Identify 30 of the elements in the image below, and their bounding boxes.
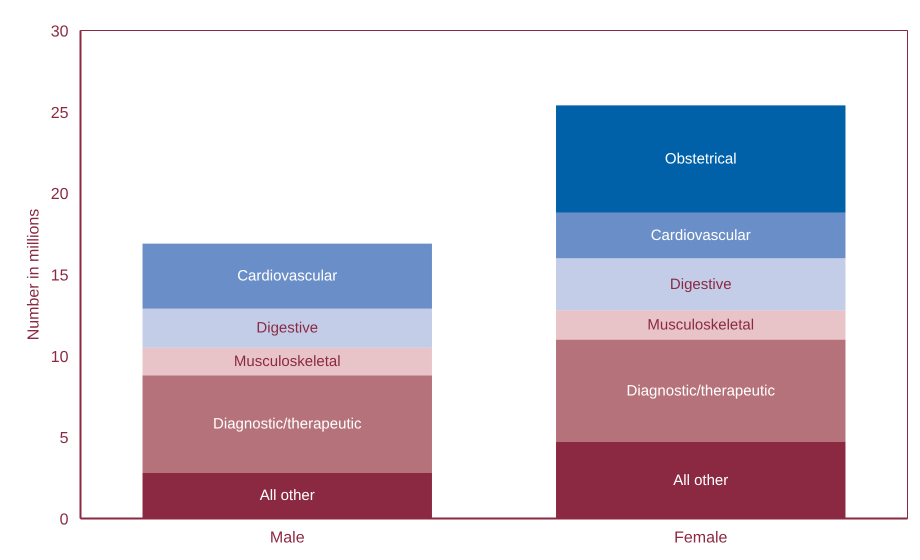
y-tick-label: 0 [60,512,69,528]
series-label: Diagnostic/therapeutic [213,416,362,433]
y-tick-label: 10 [50,348,69,366]
series-label: Cardiovascular [650,226,751,244]
text: Musculoskeletal [647,316,754,334]
bar [142,308,432,348]
y-tick-label: 5 [60,430,69,448]
text: Diagnostic/therapeutic [626,382,775,400]
y-tick-label: 15 [50,268,69,284]
series-label: Digestive [256,320,318,337]
bar [142,375,432,473]
y-tick-label: 25 [50,104,69,122]
bar [142,348,432,376]
y-axis-title: Number in millions [26,208,43,340]
bar [556,258,846,310]
bar [556,212,846,258]
series-label: Obstetrical [664,150,737,168]
y-tick-label: 20 [50,186,69,204]
series-label: All other [260,487,315,504]
bar [556,105,846,213]
bar [556,340,846,442]
text: Digestive [670,276,732,293]
x-tick-label: Male [270,530,305,546]
x-tick-label: Female [674,530,728,546]
bar [142,244,432,309]
text: Cardiovascular [237,268,338,285]
bar [556,310,846,340]
series-label: Musculoskeletal [234,353,341,370]
y-tick-label: 30 [50,24,69,40]
text: All other [673,472,728,489]
